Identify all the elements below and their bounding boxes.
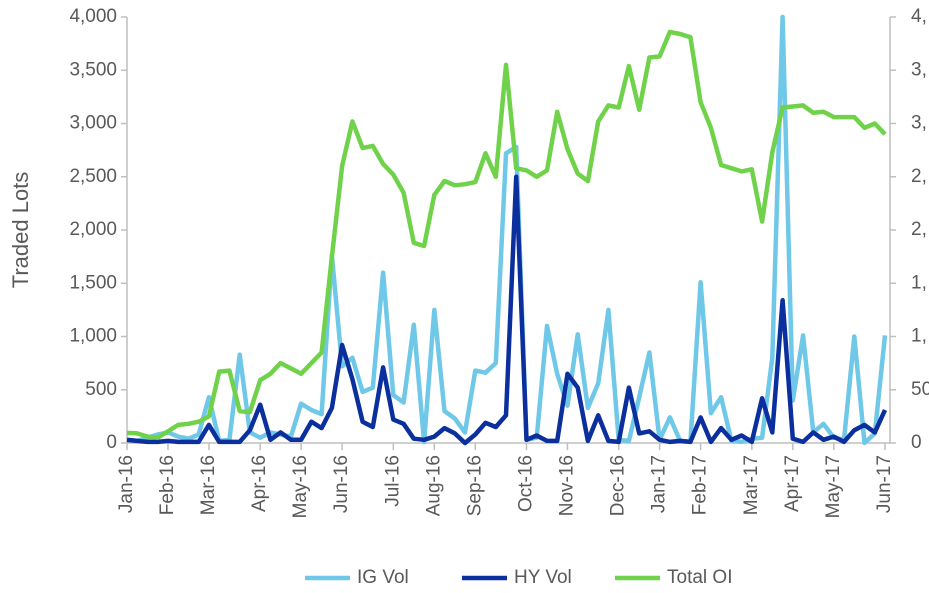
y2-tick-label: 2, (911, 166, 927, 187)
x-tick-label: Mar-17 (741, 455, 762, 515)
x-tick-label: Apr-17 (782, 455, 803, 512)
series-line (126, 29, 887, 440)
y-tick-label: 3,500 (69, 59, 117, 80)
x-tick-label: Nov-16 (556, 455, 577, 516)
x-tick-label: Jul-16 (382, 455, 403, 507)
legend-label: HY Vol (514, 567, 572, 588)
y2-tick-label: 1, (911, 272, 927, 293)
y-axis-label: Traded Lots (8, 172, 33, 289)
x-tick-label: May-16 (290, 455, 311, 518)
x-tick-label: Jun-17 (874, 455, 895, 513)
y2-tick-label: 1, (911, 326, 927, 347)
x-tick-label: Feb-17 (690, 455, 711, 515)
x-tick-label: Jun-16 (331, 455, 352, 513)
legend-label: Total OI (667, 567, 732, 588)
y-tick-label: 2,500 (69, 166, 117, 187)
x-tick-label: Dec-16 (608, 455, 629, 516)
y2-tick-label: 3, (911, 113, 927, 134)
x-tick-label: Aug-16 (423, 455, 444, 516)
y-tick-label: 1,500 (69, 272, 117, 293)
legend-label: IG Vol (357, 567, 409, 588)
y2-tick-label: 3, (911, 59, 927, 80)
x-tick-label: Jan-16 (116, 455, 137, 513)
y2-tick-label: 2, (911, 219, 927, 240)
y2-tick-label: 50 (911, 379, 929, 400)
x-tick-label: Apr-16 (249, 455, 270, 512)
series-line (126, 174, 888, 446)
y2-tick-label: 4, (911, 6, 927, 27)
y-tick-label: 1,000 (69, 326, 117, 347)
y-tick-label: 2,000 (69, 219, 117, 240)
x-tick-label: Oct-16 (516, 455, 537, 512)
x-tick-label: Feb-16 (157, 455, 178, 515)
x-tick-label: Jan-17 (649, 455, 670, 513)
x-tick-label: May-17 (823, 455, 844, 518)
y-tick-label: 4,000 (69, 6, 117, 27)
y-tick-label: 0 (106, 432, 117, 453)
y2-tick-label: 0 (911, 432, 922, 453)
y-tick-label: 3,000 (69, 113, 117, 134)
x-tick-label: Sep-16 (464, 455, 485, 516)
y-tick-label: 500 (85, 379, 117, 400)
series-line (126, 14, 888, 446)
x-tick-label: Mar-16 (198, 455, 219, 515)
